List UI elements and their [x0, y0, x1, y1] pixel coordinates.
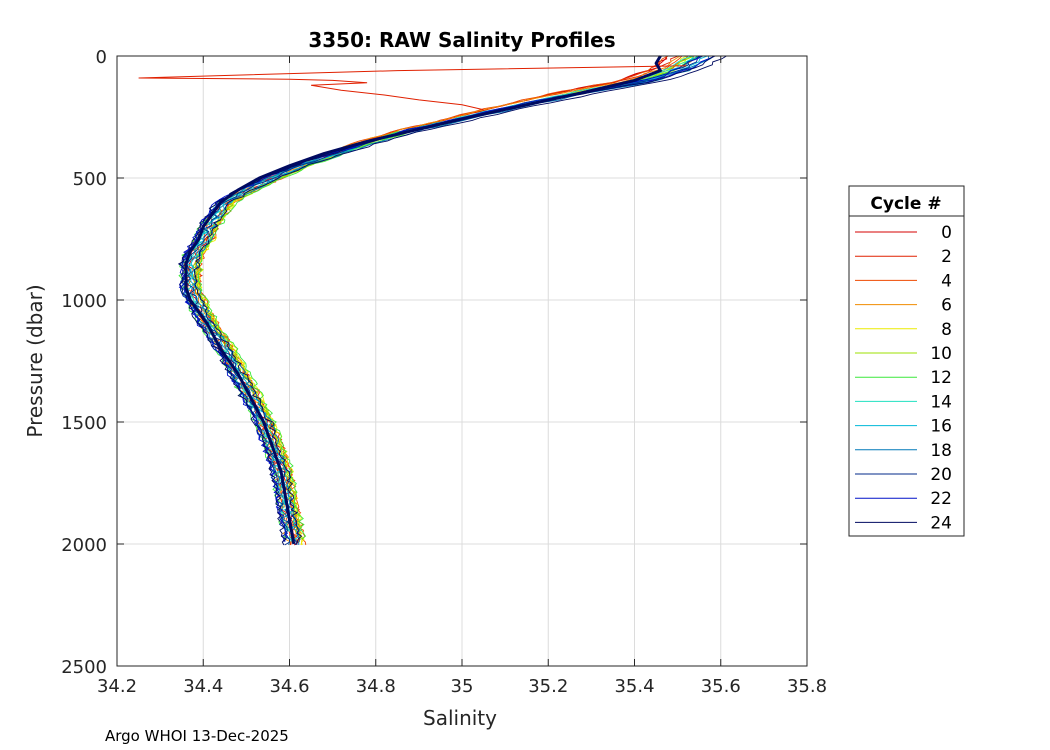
legend-label: 16 [930, 417, 952, 437]
legend-label: 2 [941, 247, 952, 267]
legend-label: 20 [930, 465, 952, 485]
highlight-profile-line [184, 55, 662, 545]
x-tick-label: 34.4 [183, 676, 223, 697]
x-tick-label: 34.2 [97, 676, 137, 697]
legend-label: 6 [941, 296, 952, 316]
x-tick-label: 35.4 [614, 676, 654, 697]
profile-line [197, 55, 698, 540]
x-tick-label: 35.6 [701, 676, 741, 697]
x-tick-label: 35 [451, 676, 474, 697]
legend-box [848, 185, 965, 537]
y-tick-label: 1000 [61, 291, 107, 312]
x-tick-label: 34.8 [356, 676, 396, 697]
y-tick-label: 0 [96, 47, 107, 68]
x-axis-label: Salinity [423, 706, 497, 730]
legend-label: 0 [941, 223, 952, 243]
spike-profile-line [138, 65, 687, 111]
legend-label: 12 [930, 368, 952, 388]
profile-lines [138, 55, 727, 546]
legend-label: 14 [930, 392, 952, 412]
legend-label: 4 [941, 271, 952, 291]
y-tick-label: 1500 [61, 413, 107, 434]
legend-title: Cycle # [870, 194, 941, 214]
legend-label: 8 [941, 320, 952, 340]
y-tick-label: 2500 [61, 657, 107, 678]
chart-title: 3350: RAW Salinity Profiles [308, 28, 615, 52]
grid-lines [117, 56, 807, 666]
legend-label: 18 [930, 441, 952, 461]
x-tick-label: 35.8 [787, 676, 827, 697]
y-tick-label: 500 [73, 169, 107, 190]
legend-label: 10 [930, 344, 952, 364]
x-tick-label: 35.2 [528, 676, 568, 697]
y-axis-label: Pressure (dbar) [23, 284, 47, 437]
profile-line [193, 55, 727, 546]
legend-label: 24 [930, 513, 952, 533]
x-tick-label: 34.6 [269, 676, 309, 697]
footer-credit: Argo WHOI 13-Dec-2025 [105, 727, 289, 745]
y-tick-label: 2000 [61, 535, 107, 556]
legend-label: 22 [930, 489, 952, 509]
axis-ticks: 34.2 34.4 34.6 34.8 35 35.2 35.4 35.6 35.8 0 500 10… [61, 47, 827, 697]
